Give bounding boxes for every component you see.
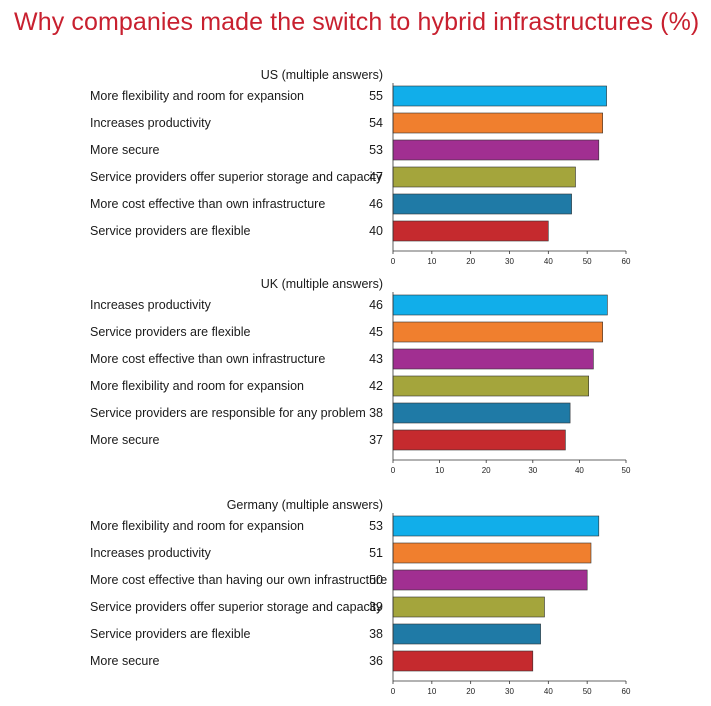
x-tick-label: 20 <box>466 687 475 696</box>
data-label: 38 <box>369 406 383 420</box>
category-label: More cost effective than having our own … <box>90 573 388 587</box>
x-tick-label: 30 <box>505 257 514 266</box>
x-tick-label: 50 <box>622 466 631 475</box>
x-tick-label: 30 <box>528 466 537 475</box>
data-label: 54 <box>369 116 383 130</box>
data-label: 39 <box>369 600 383 614</box>
data-label: 47 <box>369 170 383 184</box>
x-tick-label: 30 <box>505 687 514 696</box>
x-tick-label: 0 <box>391 257 396 266</box>
x-tick-label: 50 <box>583 257 592 266</box>
x-tick-label: 10 <box>427 687 436 696</box>
category-label: Service providers are flexible <box>90 325 251 339</box>
x-tick-label: 40 <box>575 466 584 475</box>
data-label: 42 <box>369 379 383 393</box>
category-label: Service providers are responsible for an… <box>90 406 366 420</box>
bar <box>392 623 541 645</box>
data-label: 36 <box>369 654 383 668</box>
data-label: 53 <box>369 519 383 533</box>
data-label: 45 <box>369 325 383 339</box>
x-tick-label: 0 <box>391 466 396 475</box>
x-tick-label: 60 <box>622 257 631 266</box>
data-label: 50 <box>369 573 383 587</box>
category-label: Increases productivity <box>90 116 211 130</box>
category-label: More flexibility and room for expansion <box>90 89 304 103</box>
category-label: Service providers offer superior storage… <box>90 600 383 614</box>
x-tick-label: 20 <box>466 257 475 266</box>
x-tick-label: 10 <box>427 257 436 266</box>
data-label: 40 <box>369 224 383 238</box>
panel-title: Germany (multiple answers) <box>226 498 383 512</box>
category-label: More secure <box>90 433 160 447</box>
x-tick-label: 40 <box>544 687 553 696</box>
panel-title: UK (multiple answers) <box>260 277 383 291</box>
category-label: More cost effective than own infrastruct… <box>90 352 326 366</box>
data-label: 46 <box>369 197 383 211</box>
panel-title: US (multiple answers) <box>260 68 383 82</box>
data-label: 55 <box>369 89 383 103</box>
bar <box>392 542 592 564</box>
category-label: More secure <box>90 143 160 157</box>
bar <box>392 569 588 591</box>
x-tick-label: 10 <box>435 466 444 475</box>
bar <box>392 515 600 537</box>
x-tick-label: 20 <box>482 466 491 475</box>
category-label: Increases productivity <box>90 546 211 560</box>
category-label: Service providers are flexible <box>90 224 251 238</box>
bar <box>392 596 545 618</box>
data-label: 46 <box>369 298 383 312</box>
x-tick-label: 0 <box>391 687 396 696</box>
category-label: More flexibility and room for expansion <box>90 519 304 533</box>
x-tick-label: 40 <box>544 257 553 266</box>
x-tick-label: 60 <box>622 687 631 696</box>
data-label: 38 <box>369 627 383 641</box>
data-label: 37 <box>369 433 383 447</box>
data-label: 43 <box>369 352 383 366</box>
chart-title: Why companies made the switch to hybrid … <box>14 8 700 36</box>
bar <box>392 650 534 672</box>
data-label: 51 <box>369 546 383 560</box>
category-label: Service providers are flexible <box>90 627 251 641</box>
x-tick-label: 50 <box>583 687 592 696</box>
category-label: More cost effective than own infrastruct… <box>90 197 326 211</box>
category-label: More secure <box>90 654 160 668</box>
category-label: Service providers offer superior storage… <box>90 170 383 184</box>
data-label: 53 <box>369 143 383 157</box>
category-label: Increases productivity <box>90 298 211 312</box>
category-label: More flexibility and room for expansion <box>90 379 304 393</box>
